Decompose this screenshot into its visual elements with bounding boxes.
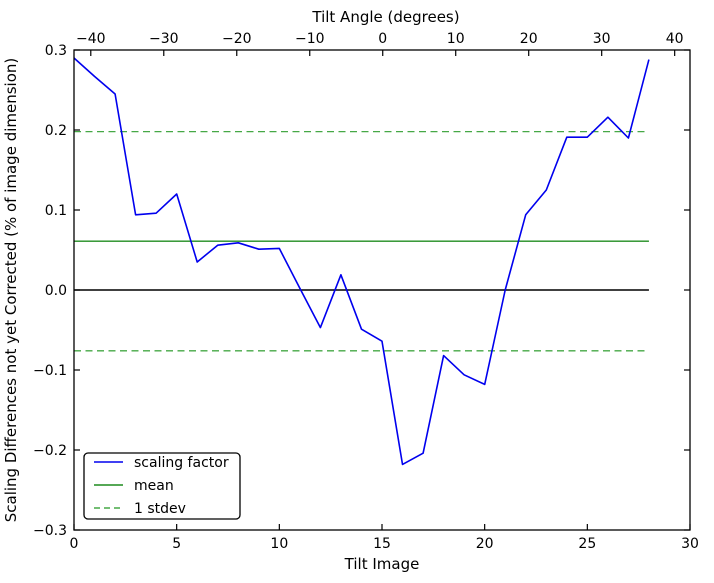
y-tick-label: 0.0 xyxy=(45,283,67,299)
series-scaling-factor xyxy=(73,57,650,466)
top-tick-label: 20 xyxy=(520,31,538,47)
tick-labels: 0 5 10 15 20 25 30 0.3 0.2 0.1 0.0 −0.1 −0.2 −0.3 −40 −… xyxy=(33,31,699,552)
y-tick-label: −0.1 xyxy=(33,363,67,379)
y-tick-label: 0.1 xyxy=(45,203,67,219)
legend-label: mean xyxy=(134,478,174,494)
x-axis-label: Tilt Image xyxy=(344,555,420,573)
top-axis-label: Tilt Angle (degrees) xyxy=(311,8,459,26)
y-tick-label: −0.3 xyxy=(33,523,67,539)
top-tick-label: −40 xyxy=(76,31,106,47)
top-tick-label: 10 xyxy=(447,31,465,47)
plot-border xyxy=(73,49,691,531)
top-tick-label: 0 xyxy=(378,31,387,47)
top-tick-label: −20 xyxy=(222,31,252,47)
legend: scaling factor mean 1 stdev xyxy=(83,452,241,520)
x-tick-label: 5 xyxy=(172,536,181,552)
top-tick-label: −30 xyxy=(149,31,179,47)
y-tick-label: −0.2 xyxy=(33,443,67,459)
x-tick-label: 15 xyxy=(373,536,391,552)
y-tick-label: 0.2 xyxy=(45,123,67,139)
x-tick-label: 0 xyxy=(70,536,79,552)
top-tick-label: 30 xyxy=(593,31,611,47)
x-tick-label: 20 xyxy=(476,536,494,552)
x-tick-label: 30 xyxy=(681,536,699,552)
top-tick-label: 40 xyxy=(666,31,684,47)
y-axis-label: Scaling Differences not yet Corrected (%… xyxy=(2,58,20,523)
legend-label: 1 stdev xyxy=(134,501,186,517)
legend-label: scaling factor xyxy=(134,455,229,471)
x-tick-label: 25 xyxy=(578,536,596,552)
x-tick-label: 10 xyxy=(270,536,288,552)
y-tick-label: 0.3 xyxy=(45,43,67,59)
reference-lines xyxy=(74,130,649,352)
legend-box xyxy=(83,452,241,520)
series-lines xyxy=(73,57,650,466)
top-tick-label: −10 xyxy=(295,31,325,47)
